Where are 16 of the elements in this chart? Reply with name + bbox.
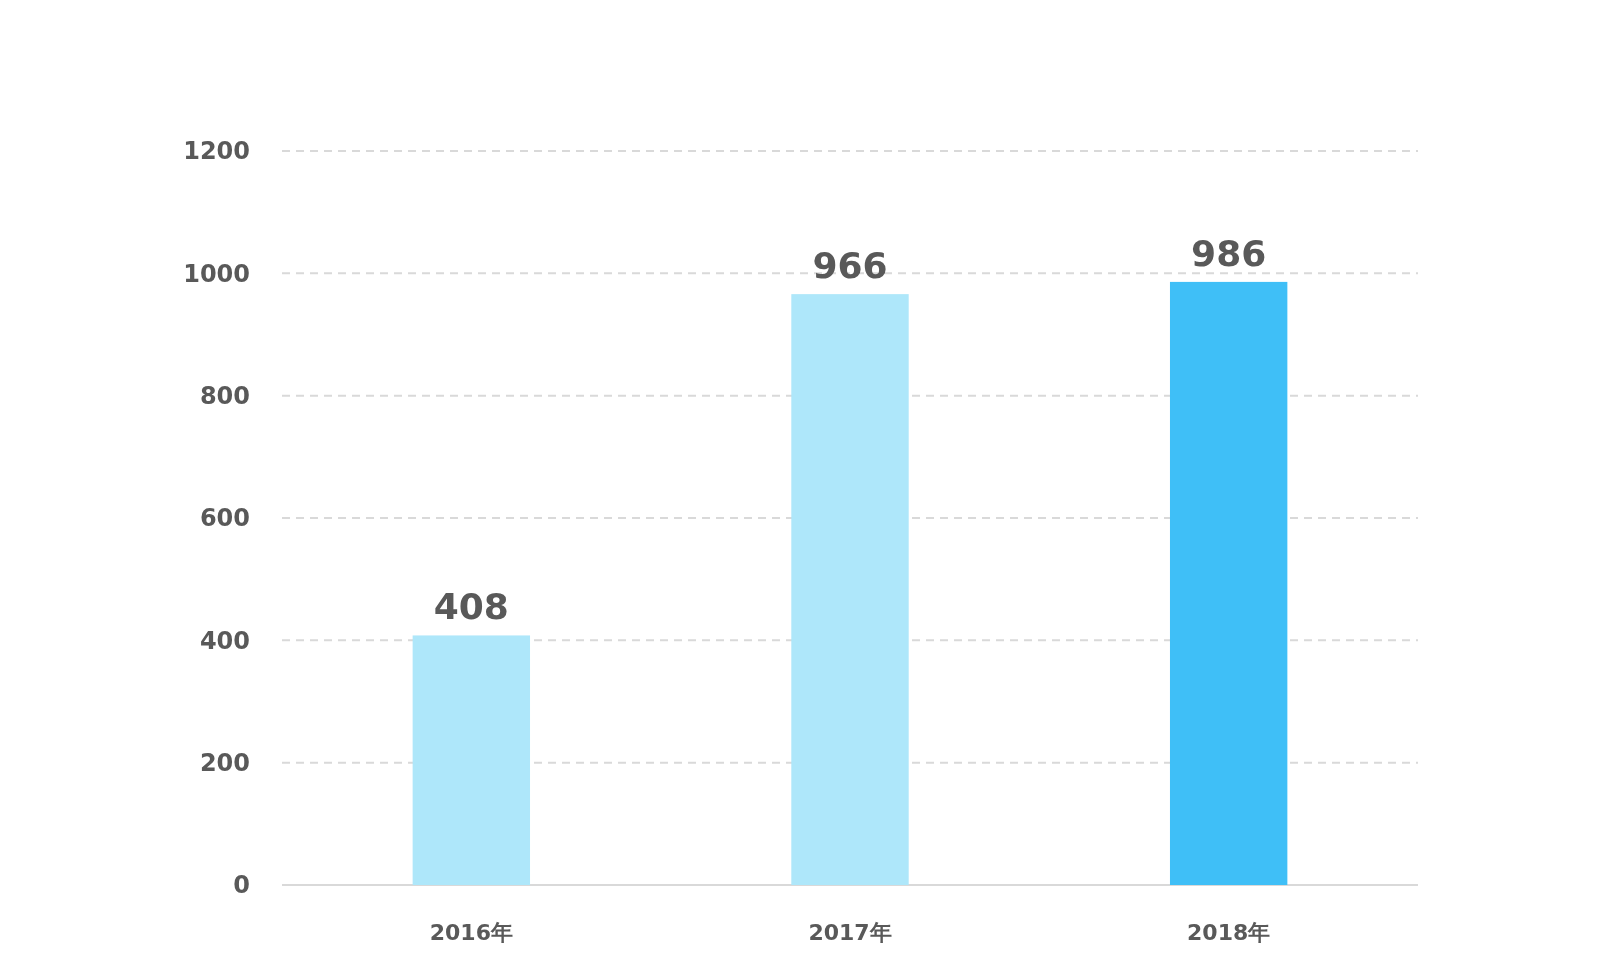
- data-label: 408: [433, 586, 509, 628]
- y-tick-label: 200: [199, 749, 250, 778]
- data-label: 986: [1191, 232, 1267, 274]
- y-tick-label: 1000: [183, 259, 250, 288]
- y-tick-label: 0: [233, 871, 250, 900]
- bar: [791, 294, 909, 885]
- x-tick-label: 2018年: [1187, 920, 1271, 945]
- y-tick-label: 600: [199, 504, 250, 533]
- data-label: 966: [812, 245, 888, 287]
- x-tick-label: 2017年: [808, 920, 892, 945]
- y-tick-label: 400: [199, 626, 250, 655]
- y-tick-label: 1200: [183, 137, 250, 166]
- y-tick-label: 800: [199, 382, 250, 411]
- bar: [1169, 281, 1288, 885]
- x-tick-label: 2016年: [429, 920, 513, 945]
- bar: [412, 635, 531, 885]
